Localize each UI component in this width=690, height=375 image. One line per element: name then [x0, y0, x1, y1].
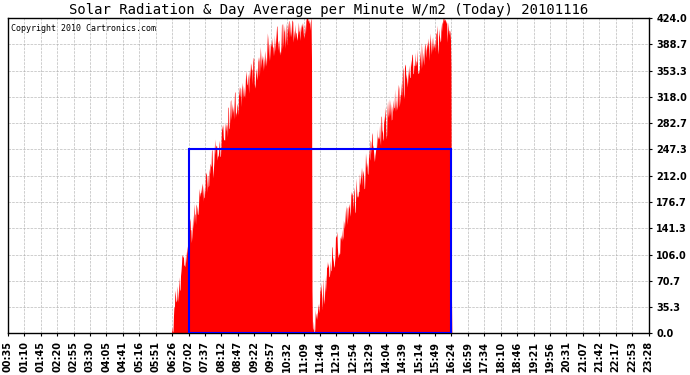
Bar — [188, 149, 451, 333]
Title: Solar Radiation & Day Average per Minute W/m2 (Today) 20101116: Solar Radiation & Day Average per Minute… — [68, 3, 588, 17]
Text: Copyright 2010 Cartronics.com: Copyright 2010 Cartronics.com — [11, 24, 156, 33]
